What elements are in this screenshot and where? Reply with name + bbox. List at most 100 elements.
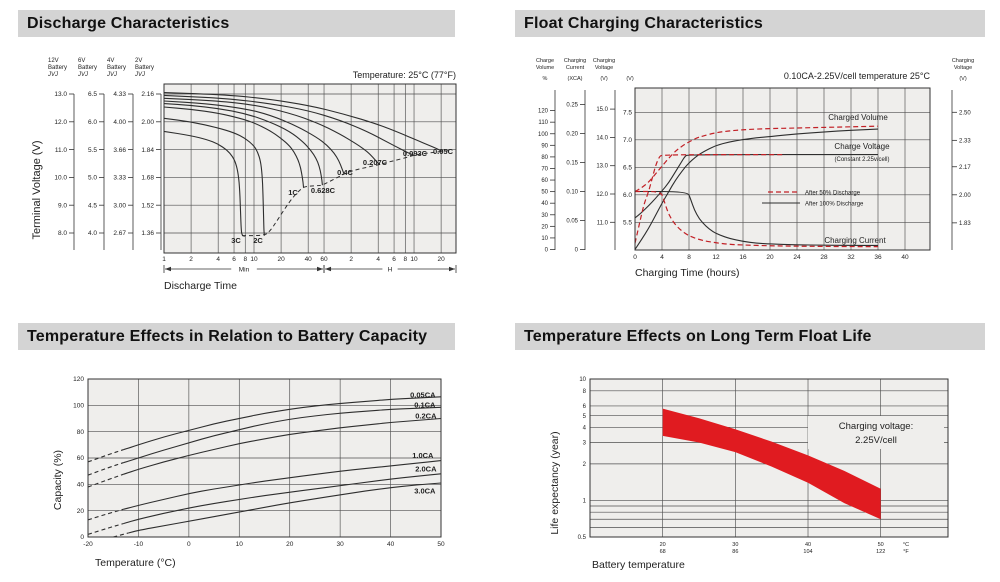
scale-tick-label: 2.17 [959, 165, 971, 171]
y-axis-label: Terminal Voltage (V) [31, 140, 43, 239]
capacity-curve-dash-0.2CA [87, 473, 124, 488]
scale-tick-label: 1.68 [141, 175, 154, 182]
x-tick-label: 20 [277, 256, 285, 263]
plot-area [164, 84, 456, 253]
x-tick-label: 6 [392, 256, 396, 263]
curve-label-1.0CA: 1.0CA [412, 451, 434, 460]
section-title: Temperature Effects in Relation to Batte… [27, 328, 428, 345]
plot-border [87, 378, 442, 538]
scale-header: Charge [536, 58, 554, 64]
capacity-curve-0.05CA [123, 396, 442, 451]
charging-current-50-curve [635, 190, 878, 248]
x-tick-label: 2 [349, 256, 353, 263]
condition-note: 0.10CA-2.25V/cell temperature 25°C [784, 71, 931, 81]
life-expectancy-band [662, 408, 881, 520]
x-tick-label-fahrenheit: 68 [660, 549, 666, 555]
curve-label-3C: 3C [231, 236, 241, 245]
scale-tick-label: 9.0 [58, 202, 67, 209]
plot-border [163, 83, 457, 254]
x-tick-label: 2 [189, 256, 193, 263]
y-tick-label: 4 [583, 426, 587, 432]
scale-unit: (V) [600, 76, 608, 82]
scale-tick-label: 0.20 [566, 132, 578, 138]
discharge-curve-0.05C [163, 92, 443, 152]
scale-unit: (XCA) [568, 76, 583, 82]
scale-tick-label: 3.00 [113, 202, 126, 209]
scale-tick-label: 2.00 [141, 119, 154, 126]
x-tick-label: 36 [874, 254, 882, 261]
scale-tick-label: 110 [538, 120, 548, 126]
discharge-curve-0.4C [163, 100, 345, 175]
section-title: Float Charging Characteristics [524, 15, 763, 32]
legend-label-50-discharge: After 50% Discharge [805, 191, 861, 197]
charge-voltage-100-curve [634, 154, 878, 219]
charged-volume-50-curve [634, 125, 879, 193]
charge-voltage-50-curve [634, 154, 784, 244]
x-tick-label-celsius: 40 [805, 542, 811, 548]
plot-voltage-tick-label: 5.5 [623, 220, 632, 227]
x-tick-label: 4 [660, 254, 664, 261]
x-tick-label: 0 [633, 254, 637, 261]
capacity-curve-1.0CA [123, 460, 442, 510]
capacity-curve-3.0CA [128, 482, 442, 534]
x-unit-celsius: °C [903, 542, 909, 548]
x-tick-label: 10 [236, 541, 244, 548]
scale-tick-label: 0 [545, 248, 549, 254]
scale-tick-label: 1.84 [141, 147, 154, 154]
y-tick-label: 100 [73, 403, 84, 410]
scale-tick-label: 0.15 [566, 161, 578, 167]
scale-header: JVJ [106, 72, 118, 78]
x-tick-label: 1 [162, 256, 166, 263]
discharge-curve-0.628C [163, 103, 323, 186]
scale-tick-label: 40 [541, 201, 548, 207]
axis-span-Min: Min [163, 265, 325, 274]
scale-header: Charging [564, 58, 586, 64]
scale-tick-label: 13.0 [54, 91, 67, 98]
x-tick-label: 28 [820, 254, 828, 261]
scale-tick-label: 6.0 [88, 119, 97, 126]
x-tick-label: 12 [712, 254, 720, 261]
capacity-curve-dash-2.0CA [87, 523, 124, 535]
scale-tick-label: 12.0 [596, 192, 608, 198]
section-title: Discharge Characteristics [27, 15, 230, 32]
y-tick-label: 120 [73, 376, 84, 383]
x-tick-label: 24 [793, 254, 801, 261]
x-tick-label: 40 [305, 256, 313, 263]
section-header-float-life: Temperature Effects on Long Term Float L… [515, 323, 985, 350]
x-axis-label: Temperature (°C) [95, 557, 176, 569]
scale-tick-label: 0.05 [566, 219, 578, 225]
x-tick-label: 20 [766, 254, 774, 261]
curve-label-0.207C: 0.207C [363, 158, 388, 167]
capacity-curve-0.2CA [123, 417, 442, 475]
y-tick-label: 80 [77, 429, 85, 436]
scale-tick-label: 20 [541, 224, 548, 230]
x-tick-label: 40 [387, 541, 395, 548]
x-tick-label: 0 [187, 541, 191, 548]
x-axis-label: Charging Time (hours) [635, 267, 739, 279]
x-axis-label: Discharge Time [164, 280, 237, 292]
x-tick-label: 6 [232, 256, 236, 263]
scale-header: 2V [135, 58, 142, 64]
scale-header: Battery [107, 65, 126, 71]
y-tick-label: 8 [583, 389, 587, 395]
scale-tick-label: 0.10 [566, 190, 578, 196]
scale-tick-label: 2.33 [959, 138, 971, 144]
scale-tick-label: 1.52 [141, 202, 154, 209]
capacity-curve-dash-0.1CA [87, 462, 124, 476]
curve-label-1C: 1C [288, 188, 298, 197]
scale-tick-label: 1.83 [959, 221, 971, 227]
x-tick-label-fahrenheit: 122 [876, 549, 885, 555]
scale-tick-label: 0.25 [566, 103, 578, 109]
x-tick-label: -10 [134, 541, 144, 548]
x-tick-label: 20 [438, 256, 446, 263]
legend-label-100-discharge: After 100% Discharge [805, 202, 864, 208]
scale-header: JVJ [77, 72, 89, 78]
scale-header: 4V [107, 58, 114, 64]
scale-tick-label: 3.66 [113, 147, 126, 154]
scale-tick-label: 4.5 [88, 202, 97, 209]
charge-voltage-label: Charge Voltage [834, 142, 890, 151]
annotation-line-1: Charging voltage: [839, 421, 913, 432]
